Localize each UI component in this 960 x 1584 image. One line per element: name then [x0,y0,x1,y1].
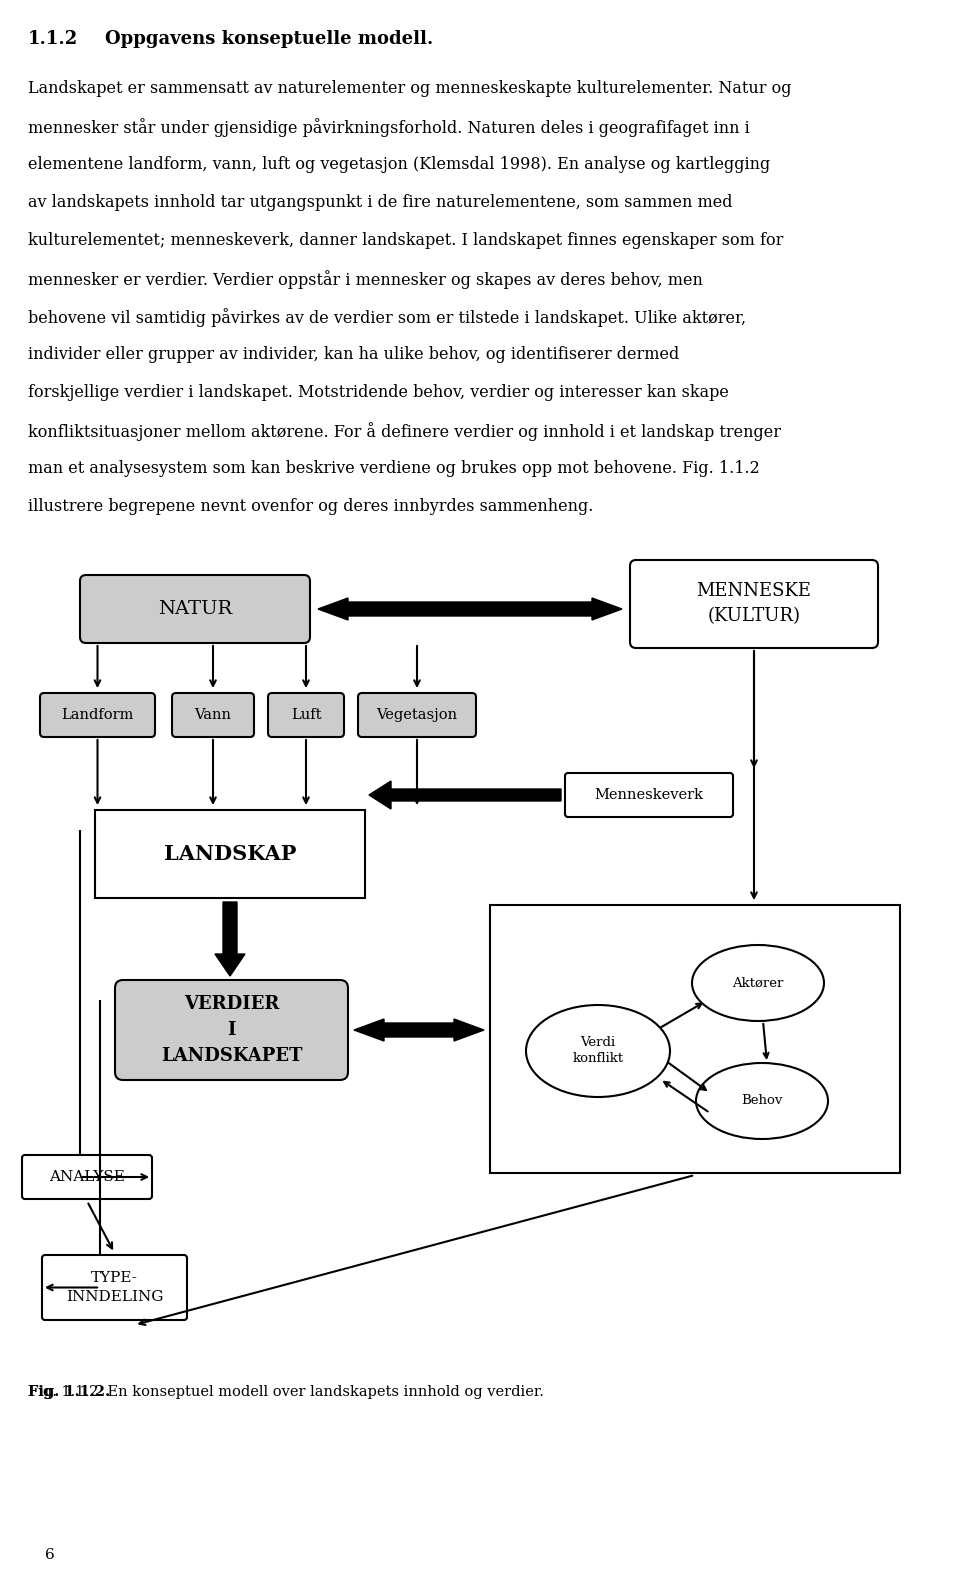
Bar [95,809,365,898]
Text: Landform: Landform [61,708,133,722]
FancyBboxPatch shape [630,561,878,648]
Text: man et analysesystem som kan beskrive verdiene og brukes opp mot behovene. Fig. : man et analysesystem som kan beskrive ve… [28,459,759,477]
Text: Fig. 1.1.2.: Fig. 1.1.2. [28,1384,110,1399]
Text: behovene vil samtidig påvirkes av de verdier som er tilstede i landskapet. Ulike: behovene vil samtidig påvirkes av de ver… [28,307,746,326]
Text: Behov: Behov [741,1095,782,1107]
Text: konfliktsituasjoner mellom aktørene. For å definere verdier og innhold i et land: konfliktsituasjoner mellom aktørene. For… [28,421,781,440]
Text: av landskapets innhold tar utgangspunkt i de fire naturelementene, som sammen me: av landskapets innhold tar utgangspunkt … [28,193,732,211]
Text: TYPE-
INNDELING: TYPE- INNDELING [65,1272,163,1304]
Polygon shape [318,599,622,619]
FancyBboxPatch shape [358,694,476,737]
Text: LANDSKAP: LANDSKAP [164,844,297,863]
FancyBboxPatch shape [22,1155,152,1199]
Text: Aktører: Aktører [732,976,783,990]
Polygon shape [215,901,245,976]
Bar [490,904,900,1174]
FancyBboxPatch shape [115,980,348,1080]
FancyBboxPatch shape [172,694,254,737]
Text: mennesker står under gjensidige påvirkningsforhold. Naturen deles i geografifage: mennesker står under gjensidige påvirkni… [28,117,750,136]
Text: Luft: Luft [291,708,322,722]
Text: Vann: Vann [195,708,231,722]
Text: forskjellige verdier i landskapet. Motstridende behov, verdier og interesser kan: forskjellige verdier i landskapet. Motst… [28,383,729,401]
Text: individer eller grupper av individer, kan ha ulike behov, og identifiserer derme: individer eller grupper av individer, ka… [28,345,680,363]
Ellipse shape [526,1004,670,1098]
Text: Oppgavens konseptuelle modell.: Oppgavens konseptuelle modell. [105,30,433,48]
Text: 6: 6 [45,1548,55,1562]
Polygon shape [369,781,561,809]
Text: Landskapet er sammensatt av naturelementer og menneskeskapte kulturelementer. Na: Landskapet er sammensatt av naturelement… [28,81,791,97]
Text: kulturelementet; menneskeverk, danner landskapet. I landskapet finnes egenskaper: kulturelementet; menneskeverk, danner la… [28,231,783,249]
Polygon shape [354,1019,484,1041]
Text: Verdi
konflikt: Verdi konflikt [572,1036,624,1066]
Ellipse shape [692,946,824,1022]
Text: Fig. 1.1.2. En konseptuel modell over landskapets innhold og verdier.: Fig. 1.1.2. En konseptuel modell over la… [28,1384,544,1399]
Text: Menneskeverk: Menneskeverk [594,787,704,802]
Text: mennesker er verdier. Verdier oppstår i mennesker og skapes av deres behov, men: mennesker er verdier. Verdier oppstår i … [28,269,703,288]
Ellipse shape [696,1063,828,1139]
Text: elementene landform, vann, luft og vegetasjon (Klemsdal 1998). En analyse og kar: elementene landform, vann, luft og veget… [28,155,770,173]
FancyBboxPatch shape [42,1255,187,1319]
Text: NATUR: NATUR [157,600,232,618]
FancyBboxPatch shape [80,575,310,643]
Text: illustrere begrepene nevnt ovenfor og deres innbyrdes sammenheng.: illustrere begrepene nevnt ovenfor og de… [28,497,593,515]
Text: 1.1.2: 1.1.2 [28,30,79,48]
FancyBboxPatch shape [565,773,733,817]
Text: VERDIER
I
LANDSKAPET: VERDIER I LANDSKAPET [161,995,302,1066]
FancyBboxPatch shape [268,694,344,737]
Text: ANALYSE: ANALYSE [49,1171,125,1183]
Text: Vegetasjon: Vegetasjon [376,708,458,722]
Text: MENNESKE
(KULTUR): MENNESKE (KULTUR) [697,583,811,626]
FancyBboxPatch shape [40,694,155,737]
